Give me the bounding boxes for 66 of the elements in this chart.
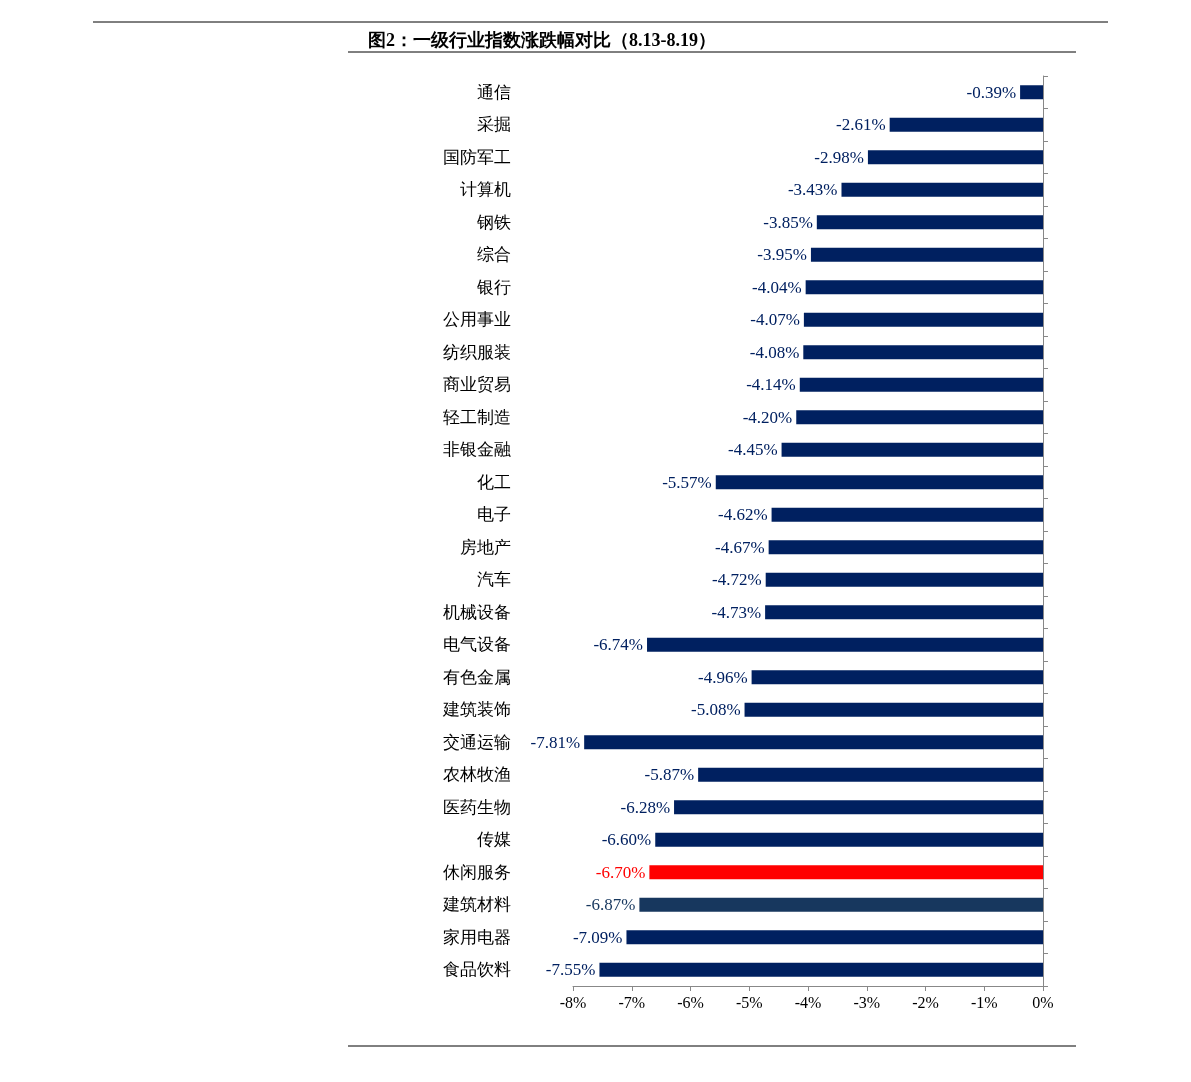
x-tick-label: -1%: [970, 993, 998, 1011]
y-tick-label: 建筑装饰: [442, 700, 511, 720]
y-tick-label: 食品饮料: [443, 960, 511, 980]
data-label: -4.08%: [749, 342, 800, 362]
y-tick-label: 计算机: [460, 180, 511, 200]
y-tick-label: 房地产: [460, 537, 511, 557]
data-label: -5.08%: [690, 700, 741, 720]
y-tick-label: 医药生物: [443, 797, 511, 817]
data-label: -4.07%: [750, 310, 800, 330]
data-label: -6.28%: [620, 797, 671, 817]
data-label: -6.70%: [595, 862, 646, 882]
data-label: -4.72%: [712, 570, 762, 590]
data-label: -4.45%: [727, 440, 778, 460]
x-tick-label: -4%: [794, 993, 822, 1011]
x-tick-label: -8%: [559, 993, 587, 1011]
y-tick-label: 纺织服装: [443, 342, 511, 362]
y-tick-label: 建筑材料: [442, 895, 511, 915]
x-tick-label: -3%: [853, 993, 881, 1011]
data-label: -6.87%: [585, 895, 636, 915]
data-label: -2.98%: [814, 147, 864, 167]
y-tick-label: 汽车: [477, 570, 511, 590]
y-tick-label: 钢铁: [476, 212, 511, 232]
data-label: -4.04%: [752, 277, 802, 297]
y-tick-label: 非银金融: [443, 440, 511, 460]
y-tick-label: 机械设备: [443, 602, 511, 622]
x-tick-label: -6%: [677, 993, 704, 1011]
y-tick-label: 轻工制造: [443, 407, 511, 427]
data-label: -3.43%: [787, 180, 838, 200]
y-tick-label: 交通运输: [443, 732, 511, 752]
data-label: -4.20%: [742, 407, 793, 427]
y-tick-label: 有色金属: [443, 667, 511, 687]
y-tick-label: 家用电器: [443, 927, 511, 947]
data-label: -0.39%: [966, 82, 1017, 102]
y-tick-label: 传媒: [477, 830, 511, 850]
data-label: -4.14%: [746, 375, 796, 395]
chart-title: 图2：一级行业指数涨跌幅对比（8.13-8.19）: [368, 30, 716, 50]
data-label: -3.95%: [757, 245, 807, 265]
x-tick-label: -5%: [735, 993, 763, 1011]
data-label: -2.61%: [836, 115, 886, 135]
y-tick-label: 电气设备: [443, 635, 511, 655]
data-label: -3.85%: [763, 212, 813, 232]
y-tick-label: 农林牧渔: [443, 765, 511, 785]
data-label: -6.60%: [601, 830, 652, 850]
x-tick-label: -7%: [618, 993, 646, 1011]
y-tick-label: 化工: [477, 472, 511, 492]
y-tick-label: 综合: [477, 245, 511, 265]
y-tick-label: 电子: [477, 505, 511, 525]
data-label: -7.09%: [572, 927, 623, 947]
data-label: -5.57%: [662, 472, 712, 492]
y-tick-label: 公用事业: [443, 310, 511, 330]
y-tick-label: 采掘: [477, 115, 511, 135]
x-tick-label: 0%: [1032, 993, 1054, 1011]
y-tick-label: 商业贸易: [443, 375, 511, 395]
data-label: -4.67%: [715, 537, 765, 557]
x-tick-label: -2%: [912, 993, 939, 1011]
y-tick-label: 银行: [476, 277, 511, 297]
data-label: -4.62%: [718, 505, 768, 525]
data-label: -4.73%: [711, 602, 762, 622]
y-tick-label: 通信: [477, 82, 511, 102]
data-label: -7.55%: [545, 960, 596, 980]
data-label: -7.81%: [530, 732, 581, 752]
y-tick-label: 国防军工: [443, 147, 511, 167]
data-label: -4.96%: [698, 667, 748, 687]
data-label: -5.87%: [644, 765, 695, 785]
data-label: -6.74%: [593, 635, 644, 655]
y-tick-label: 休闲服务: [443, 862, 511, 882]
